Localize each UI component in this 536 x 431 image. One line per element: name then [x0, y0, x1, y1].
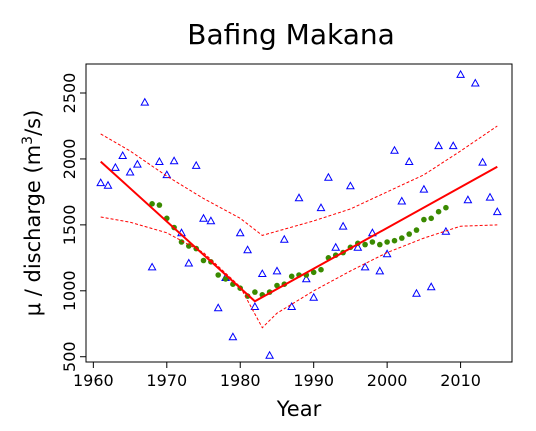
smoothed-point — [435, 208, 442, 215]
smoothed-point — [377, 241, 383, 248]
smoothed-point — [252, 289, 258, 295]
smoothed-point — [178, 239, 185, 245]
observed-point — [213, 303, 223, 312]
observed-point — [191, 160, 201, 169]
x-tick-label: 1980 — [220, 371, 261, 390]
smoothed-point — [222, 276, 229, 282]
observed-point — [110, 162, 120, 171]
x-axis-ticks: 1960 1970 1980 1990 2000 2010 — [73, 362, 481, 390]
observed-point — [316, 203, 326, 212]
observed-point — [456, 69, 466, 78]
x-axis-label: Year — [276, 397, 322, 421]
observed-point — [338, 221, 348, 230]
smoothed-point — [362, 241, 368, 248]
observed-point — [390, 145, 399, 154]
observed-point — [199, 213, 208, 222]
observed-point — [353, 242, 363, 251]
x-tick-label: 2000 — [367, 371, 408, 390]
observed-point — [147, 262, 157, 271]
observed-point — [375, 266, 385, 275]
smoothed-point — [421, 216, 427, 223]
smoothed-point — [318, 266, 324, 273]
y-axis-label-prefix: μ / discharge (m — [21, 145, 45, 316]
smoothed-point — [384, 239, 390, 245]
observed-point — [140, 97, 150, 106]
chart-title: Bafing Makana — [187, 18, 395, 51]
observed-point — [103, 180, 113, 189]
smoothed-point — [215, 272, 221, 278]
band-line-4 — [100, 216, 498, 329]
observed-point — [287, 301, 297, 310]
observed-point — [434, 141, 444, 150]
observed-point — [345, 181, 355, 190]
observed-point — [294, 193, 304, 202]
observed-point — [228, 332, 238, 341]
y-axis-label: μ / discharge (m3/s) — [20, 110, 45, 317]
observed-point — [412, 288, 421, 297]
observed-point — [243, 245, 253, 254]
observed-point — [125, 167, 135, 176]
y-tick-label: 1500 — [60, 205, 79, 246]
x-tick-label: 2010 — [440, 371, 481, 390]
observed-point — [206, 216, 216, 225]
observed-point — [419, 184, 429, 193]
observed-point — [441, 226, 451, 235]
observed-point — [118, 150, 128, 159]
smoothed-point — [149, 201, 155, 207]
observed-point — [331, 242, 341, 251]
observed-point — [426, 282, 436, 291]
observed-point — [478, 157, 488, 166]
smoothed-point — [186, 243, 192, 249]
observed-point — [154, 156, 164, 165]
observed-point — [323, 172, 333, 181]
fit-line — [100, 160, 498, 303]
observed-point — [96, 178, 106, 187]
observed-point — [184, 258, 194, 267]
y-tick-label: 2000 — [60, 139, 79, 180]
observed-point — [169, 156, 179, 165]
smoothed-point — [399, 235, 405, 241]
observed-point — [309, 292, 319, 301]
smoothed-point — [406, 231, 413, 237]
observed-point — [279, 234, 289, 243]
observed-point — [470, 78, 480, 87]
observed-point — [301, 274, 311, 283]
x-tick-label: 1990 — [293, 371, 334, 390]
y-axis-ticks: 500 1000 1500 2000 2500 — [60, 73, 86, 372]
smoothed-point — [274, 282, 280, 289]
smoothed-point — [288, 273, 295, 280]
y-tick-label: 2500 — [60, 73, 79, 114]
observed-point — [463, 195, 473, 204]
observed-point — [360, 262, 370, 271]
smoothed-point — [428, 215, 435, 222]
smoothed-point — [443, 204, 449, 211]
observed-point — [448, 141, 458, 150]
observed-point — [265, 350, 275, 359]
observed-point — [272, 266, 282, 275]
smoothed-point — [200, 257, 207, 264]
plot-marks — [96, 69, 502, 359]
y-tick-label: 500 — [60, 341, 79, 372]
observed-point — [235, 228, 245, 237]
y-tick-label: 1000 — [60, 270, 79, 311]
smoothed-point — [156, 202, 163, 208]
y-axis-label-suffix: /s) — [21, 110, 45, 136]
observed-point — [250, 301, 260, 310]
x-tick-label: 1960 — [73, 371, 114, 390]
plot-frame — [85, 63, 513, 363]
smoothed-point — [413, 227, 420, 233]
observed-point — [492, 207, 502, 216]
observed-point — [397, 196, 407, 205]
smoothed-point — [391, 237, 398, 244]
observed-point — [132, 159, 142, 168]
smoothed-point — [310, 269, 317, 276]
y-axis-label-superscript: 3 — [20, 136, 36, 145]
observed-point — [485, 192, 495, 201]
x-tick-label: 1970 — [146, 371, 187, 390]
band-line-3 — [100, 125, 498, 236]
observed-point — [257, 269, 267, 277]
observed-point — [404, 156, 414, 165]
smoothed-point — [369, 239, 376, 245]
